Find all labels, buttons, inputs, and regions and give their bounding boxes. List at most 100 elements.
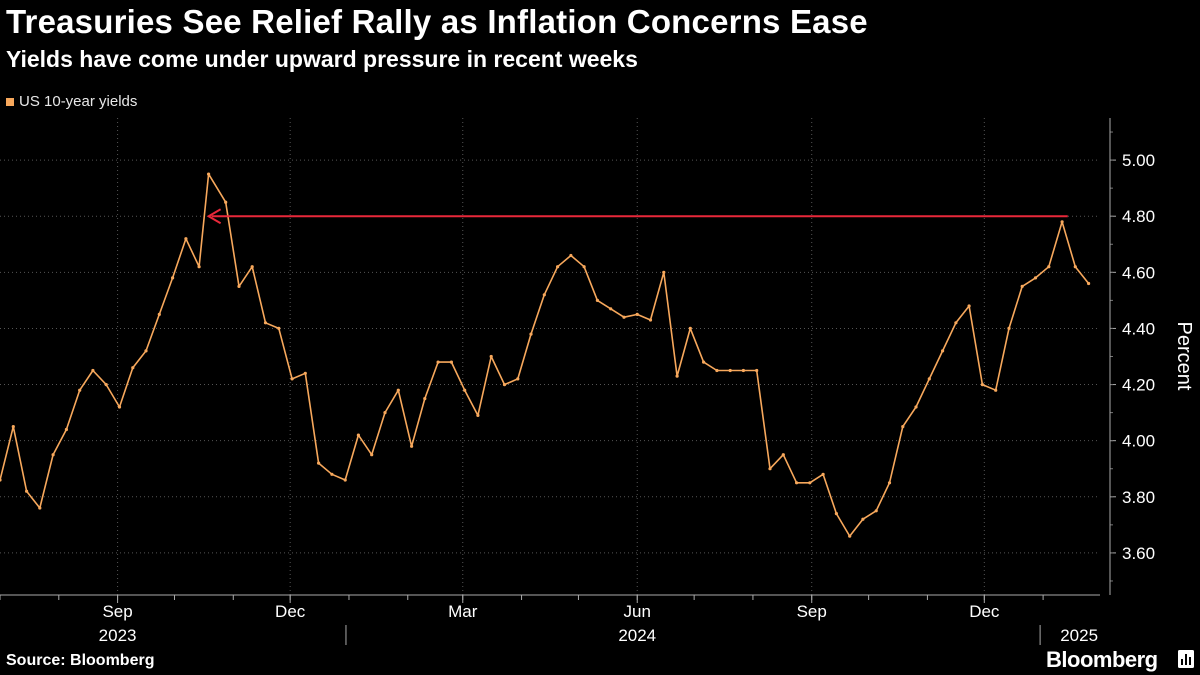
data-point xyxy=(207,172,211,176)
data-point xyxy=(662,270,666,274)
data-point xyxy=(64,427,68,432)
label-layer: 3.60 3.80 4.00 4.20 4.40 4.60 4.80 5.00 Percent S… xyxy=(99,151,1195,645)
data-point xyxy=(595,298,600,302)
data-point xyxy=(410,444,414,448)
data-point xyxy=(781,453,785,457)
data-point xyxy=(755,368,759,373)
data-point xyxy=(263,321,268,325)
data-point xyxy=(834,511,839,516)
data-point xyxy=(1087,281,1091,286)
data-point xyxy=(542,293,546,297)
data-point xyxy=(370,453,374,457)
data-point xyxy=(383,411,387,415)
data-point xyxy=(91,368,95,373)
chart-title: Treasuries See Relief Rally as Inflation… xyxy=(6,3,868,40)
data-point xyxy=(78,388,82,392)
data-point xyxy=(635,312,639,316)
data-point xyxy=(622,315,626,319)
data-point xyxy=(197,265,201,269)
data-point xyxy=(356,433,360,437)
legend-swatch xyxy=(6,97,14,106)
data-point xyxy=(303,371,307,375)
x-tick-label: Mar xyxy=(448,602,478,621)
data-point xyxy=(941,349,945,353)
data-point xyxy=(556,265,560,269)
data-point xyxy=(768,467,772,471)
x-year-label: 2025 xyxy=(1060,626,1098,645)
data-point xyxy=(330,472,334,476)
data-point xyxy=(144,349,148,353)
data-point xyxy=(1047,265,1051,269)
data-point xyxy=(516,377,520,381)
data-point xyxy=(980,383,985,387)
data-point xyxy=(396,388,400,392)
x-tick-label: Dec xyxy=(969,602,1000,621)
data-point xyxy=(277,326,281,330)
data-point xyxy=(954,321,958,325)
data-point xyxy=(1007,326,1011,330)
data-point xyxy=(237,284,241,288)
x-tick-label: Sep xyxy=(102,602,132,621)
legend-label: US 10-year yields xyxy=(19,93,138,110)
data-point xyxy=(0,478,2,482)
data-point xyxy=(688,326,692,330)
series-layer xyxy=(0,172,1091,538)
data-point xyxy=(317,461,321,465)
data-point xyxy=(117,405,122,409)
data-point xyxy=(715,368,719,373)
x-tick-label: Dec xyxy=(275,602,306,621)
y-tick-label: 4.80 xyxy=(1122,207,1155,226)
data-point xyxy=(529,332,533,336)
data-point xyxy=(131,366,135,370)
data-point xyxy=(184,237,188,241)
data-point xyxy=(569,253,573,258)
data-point xyxy=(1033,276,1038,280)
data-point xyxy=(848,534,852,538)
data-point xyxy=(38,506,42,510)
data-point xyxy=(11,425,15,429)
bloomberg-chart-icon xyxy=(1178,650,1194,668)
data-point xyxy=(967,304,971,308)
data-point xyxy=(821,472,825,476)
y-axis-title: Percent xyxy=(1173,322,1195,391)
data-point xyxy=(609,307,613,311)
data-point xyxy=(648,318,653,322)
data-point xyxy=(795,481,799,485)
data-point xyxy=(476,413,480,417)
data-point xyxy=(25,489,29,493)
x-tick-label: Sep xyxy=(797,602,827,621)
data-point xyxy=(423,397,427,401)
chart-legend: US 10-year yields xyxy=(6,93,137,110)
data-point xyxy=(702,360,706,364)
data-point xyxy=(1073,265,1077,269)
data-point xyxy=(171,276,175,280)
bloomberg-logo: Bloomberg xyxy=(1046,647,1158,672)
data-point xyxy=(914,405,918,409)
x-tick-label: Jun xyxy=(624,602,651,621)
data-point xyxy=(489,354,493,359)
y-tick-label: 4.60 xyxy=(1122,263,1155,282)
data-point xyxy=(927,377,931,381)
data-point xyxy=(343,478,347,482)
data-point xyxy=(1060,220,1064,224)
data-point xyxy=(290,377,294,381)
y-tick-label: 4.20 xyxy=(1122,376,1155,395)
data-point xyxy=(463,388,467,392)
annotation-layer xyxy=(206,208,1068,225)
x-year-label: 2024 xyxy=(618,626,656,645)
data-point xyxy=(224,200,228,204)
y-tick-label: 4.00 xyxy=(1122,432,1155,451)
data-point xyxy=(250,265,254,269)
data-point xyxy=(157,312,161,316)
data-point xyxy=(502,383,507,387)
data-point xyxy=(994,388,998,392)
data-point xyxy=(436,360,440,364)
data-point xyxy=(728,368,732,373)
data-point xyxy=(808,481,812,485)
annotation-arrow-head xyxy=(206,208,222,225)
y-tick-label: 4.40 xyxy=(1122,319,1155,338)
data-point xyxy=(887,481,892,485)
data-point xyxy=(874,509,878,513)
x-year-label: 2023 xyxy=(99,626,137,645)
